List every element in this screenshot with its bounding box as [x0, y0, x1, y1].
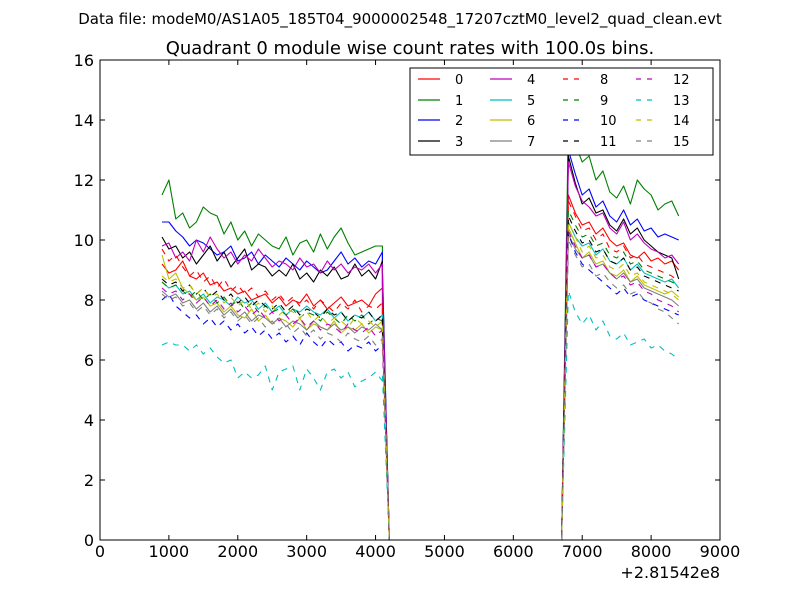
x-tick-label: 2000	[217, 542, 258, 561]
legend-label-10: 10	[600, 114, 617, 129]
x-tick-label: 8000	[631, 542, 672, 561]
x-tick-label: 9000	[700, 542, 741, 561]
legend-label-7: 7	[527, 135, 535, 150]
x-tick-label: 5000	[424, 542, 465, 561]
legend-label-14: 14	[673, 114, 690, 129]
x-tick-label: 7000	[562, 542, 603, 561]
legend-label-13: 13	[673, 94, 690, 109]
y-tick-label: 6	[84, 351, 94, 370]
y-tick-label: 12	[74, 171, 94, 190]
y-tick-label: 16	[74, 51, 94, 70]
legend-label-5: 5	[527, 94, 535, 109]
x-tick-label: 1000	[149, 542, 190, 561]
y-tick-label: 4	[84, 411, 94, 430]
legend-label-2: 2	[455, 114, 463, 129]
x-axis: 0 1000 2000 3000 4000 5000 6000 7000 8000 9000	[95, 60, 740, 561]
y-tick-label: 14	[74, 111, 94, 130]
legend-label-8: 8	[600, 73, 608, 88]
x-tick-label: 4000	[355, 542, 396, 561]
legend-label-12: 12	[673, 73, 690, 88]
series-line-15	[161, 239, 680, 541]
legend-label-0: 0	[455, 73, 463, 88]
legend-label-3: 3	[455, 135, 463, 150]
y-tick-label: 0	[84, 531, 94, 550]
x-tick-label: 0	[95, 542, 105, 561]
series-line-8	[161, 200, 680, 541]
series-line-10	[161, 233, 679, 541]
series-line-11	[161, 215, 679, 541]
y-tick-label: 2	[84, 471, 94, 490]
x-offset-label: +2.81542e8	[620, 563, 720, 582]
legend-label-6: 6	[527, 114, 535, 129]
y-tick-label: 8	[84, 291, 94, 310]
legend-label-9: 9	[600, 94, 608, 109]
y-tick-label: 10	[74, 231, 94, 250]
x-tick-label: 3000	[286, 542, 327, 561]
legend-label-4: 4	[527, 73, 535, 88]
legend-label-15: 15	[673, 135, 690, 150]
figure-suptitle: Data file: modeM0/AS1A05_185T04_90000025…	[78, 10, 722, 29]
legend-frame	[409, 67, 714, 156]
legend-label-11: 11	[600, 135, 617, 150]
x-tick-label: 6000	[493, 542, 534, 561]
chart-title: Quadrant 0 module wise count rates with …	[166, 38, 655, 59]
legend-label-1: 1	[455, 94, 463, 109]
